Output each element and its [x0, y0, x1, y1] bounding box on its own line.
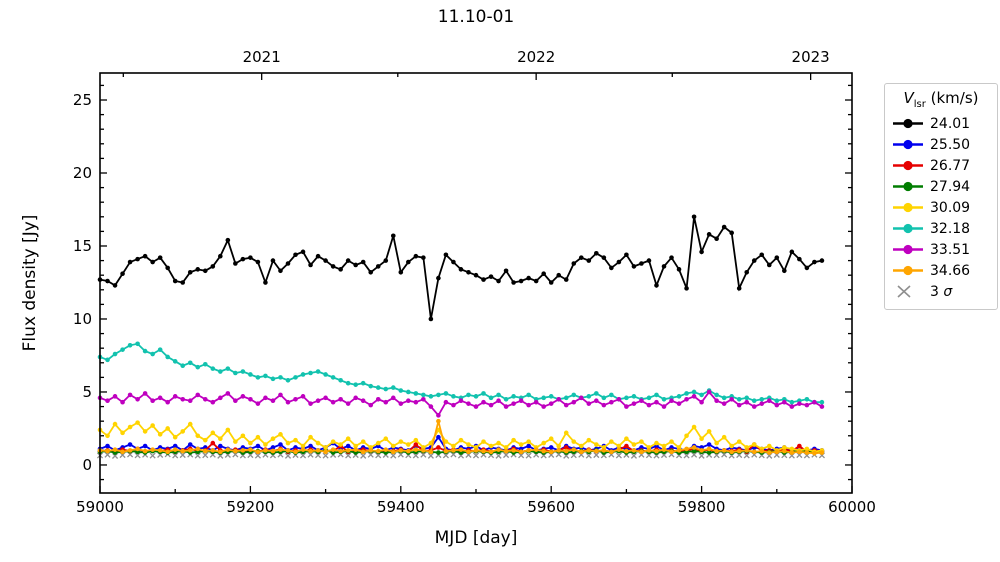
series-33.51	[97, 389, 825, 418]
y-tick-label: 10	[73, 310, 92, 328]
y-tick-label: 5	[82, 383, 92, 401]
page-title: 11.10-01	[437, 7, 515, 27]
legend-entry: 25.50	[893, 134, 989, 155]
series-marker-icon	[893, 160, 923, 171]
top-tick-label: 2021	[243, 48, 281, 66]
y-tick-label: 0	[82, 456, 92, 474]
legend-entry-label: 3 σ	[930, 283, 953, 300]
legend-entry-sigma: 3 σ	[893, 281, 989, 302]
y-tick-label: 25	[73, 91, 92, 109]
legend: Vlsr (km/s) 24.01 25.50 26.77 27.94 30.09 32.…	[884, 83, 998, 310]
x-tick-label: 59000	[76, 498, 124, 516]
series-marker-icon	[893, 202, 923, 213]
legend-entry-label: 25.50	[930, 136, 971, 153]
legend-entry: 32.18	[893, 218, 989, 239]
legend-entry-label: 32.18	[930, 220, 971, 237]
series-24.01	[97, 214, 825, 322]
plot-frame	[99, 72, 853, 494]
series-30.09	[97, 420, 825, 455]
legend-entry-label: 26.77	[930, 157, 971, 174]
series-marker-icon	[893, 139, 923, 150]
legend-entry: 24.01	[893, 113, 989, 134]
axis-tick-labels: 59000 59200 59400 59600 59800 60000 2021 2022 20…	[73, 48, 876, 516]
x-tick-label: 59400	[377, 498, 425, 516]
series-marker-icon	[893, 223, 923, 234]
legend-entry: 26.77	[893, 155, 989, 176]
series-line	[99, 390, 823, 417]
legend-entry-label: 34.66	[930, 262, 971, 279]
series-line	[99, 342, 822, 404]
legend-title: Vlsr (km/s)	[903, 89, 979, 110]
x-tick-label: 60000	[828, 498, 876, 516]
series-marker-icon	[893, 118, 923, 129]
series-marker-icon	[893, 244, 923, 255]
legend-entry: 34.66	[893, 260, 989, 281]
x-tick-label: 59200	[227, 498, 275, 516]
legend-entry-label: 33.51	[930, 241, 971, 258]
series-32.18	[97, 341, 825, 405]
top-tick-label: 2023	[792, 48, 830, 66]
x-axis-label: MJD [day]	[434, 528, 518, 548]
legend-entry-label: 27.94	[930, 178, 971, 195]
legend-entry: 33.51	[893, 239, 989, 260]
sigma-cross-icon	[897, 285, 911, 298]
legend-entry-label: 30.09	[930, 199, 971, 216]
y-tick-label: 15	[73, 237, 92, 255]
series-34.66	[97, 418, 825, 456]
legend-entry-label: 24.01	[930, 115, 971, 132]
x-tick-label: 59800	[678, 498, 726, 516]
series-marker-icon	[893, 181, 923, 192]
y-tick-label: 20	[73, 164, 92, 182]
x-tick-label: 59600	[527, 498, 575, 516]
legend-entry: 27.94	[893, 176, 989, 197]
legend-entry: 30.09	[893, 197, 989, 218]
top-tick-label: 2022	[517, 48, 555, 66]
y-axis-label: Flux density [Jy]	[20, 214, 40, 352]
series-marker-icon	[893, 265, 923, 276]
